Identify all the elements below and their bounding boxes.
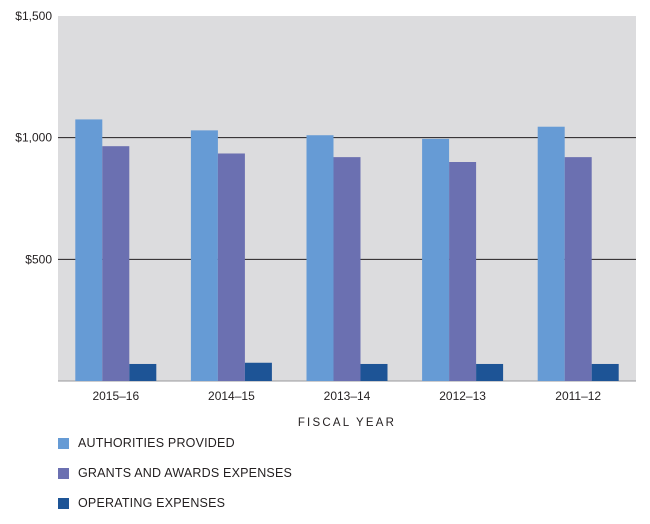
bar [306,135,334,381]
x-tick-label: 2012–13 [439,389,486,403]
legend-item-authorities: AUTHORITIES PROVIDED [58,434,292,452]
bar [360,363,388,381]
bar [422,138,450,381]
legend: AUTHORITIES PROVIDED GRANTS AND AWARDS E… [58,434,292,524]
bar [591,363,619,381]
bar [129,363,157,381]
legend-item-operating: OPERATING EXPENSES [58,494,292,512]
bar [564,157,592,381]
bar [476,363,504,381]
legend-label: AUTHORITIES PROVIDED [78,436,235,450]
bars [75,119,619,382]
y-tick-label: $1,500 [15,9,52,23]
x-tick-label: 2013–14 [324,389,371,403]
x-tick-label: 2011–12 [555,389,601,403]
bar [190,130,218,381]
x-tick-label: 2014–15 [208,389,255,403]
x-tick-label: 2015–16 [92,389,139,403]
legend-swatch [58,437,69,449]
y-tick-label: $500 [25,252,52,266]
bar [102,146,130,381]
bar [333,157,361,381]
y-axis-tick-labels: $500 $1,000 $1,500 [15,9,52,266]
x-axis-title: FISCAL YEAR [298,417,396,429]
legend-swatch [58,497,69,509]
legend-label: OPERATING EXPENSES [78,496,226,510]
y-tick-label: $1,000 [15,131,52,145]
legend-item-grants: GRANTS AND AWARDS EXPENSES [58,464,292,482]
bar [537,126,565,381]
bar [217,153,245,381]
x-axis-tick-labels: 2015–16 2014–15 2013–14 2012–13 2011–12 [92,389,601,403]
legend-label: GRANTS AND AWARDS EXPENSES [78,466,293,480]
legend-swatch [58,467,69,479]
bar [449,162,477,381]
bar [75,119,103,382]
bar [244,362,272,381]
